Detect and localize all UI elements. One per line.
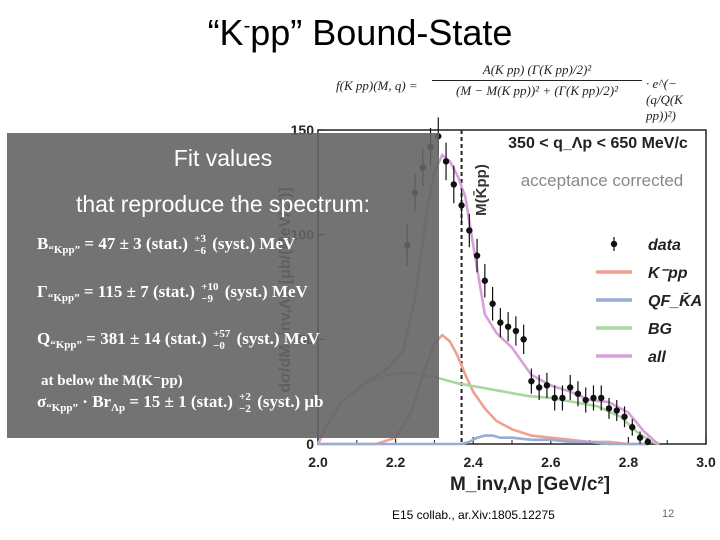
data-point — [636, 434, 644, 441]
formula-denominator: (M − M(K pp))² + (Γ(K pp)/2)² — [456, 83, 618, 98]
fit-q-parameter: Q“Kpp” = 381 ± 14 (stat.) +57 −0 (syst.) … — [37, 328, 320, 352]
data-point — [567, 384, 574, 391]
threshold-label: M(K̄pp) — [472, 164, 490, 216]
chart-title: 350 < q_Λp < 650 MeV/c — [508, 135, 688, 152]
data-point — [473, 252, 481, 259]
fit-heading-1: Fit values — [173, 145, 273, 171]
data-point — [458, 202, 465, 209]
legend-label: QF_K̄A — [648, 291, 702, 310]
data-point — [504, 323, 512, 330]
data-point — [559, 394, 566, 402]
fit-heading-2: that reproduce the spectrum: — [75, 191, 371, 217]
chart-subtitle-line: acceptance corrected — [521, 171, 684, 190]
data-point — [629, 424, 636, 431]
data-point — [450, 181, 457, 188]
data-point — [512, 327, 520, 335]
x-tick-label: 2.4 — [463, 454, 483, 470]
data-point — [528, 378, 535, 385]
data-point — [605, 405, 613, 412]
citation: E15 collab., ar.Xiv:1805.12275 — [392, 508, 555, 522]
data-point — [466, 227, 473, 234]
data-point — [442, 158, 450, 165]
data-point — [644, 438, 651, 446]
formula-exponent: · e^(−(q/Q(K pp))²) — [646, 76, 683, 123]
data-point — [497, 319, 504, 326]
data-point — [613, 407, 620, 414]
y-tick-label: 0 — [306, 436, 314, 452]
data-point — [481, 277, 489, 284]
data-point — [535, 384, 543, 391]
fit-values-box: Fit values that reproduce the spectrum: … — [7, 133, 439, 438]
formula-fraction: A(K pp) (Γ(K pp)/2)² (M − M(K pp))² + (Γ… — [432, 62, 642, 99]
x-tick-label: 2.6 — [541, 454, 561, 470]
fit-note: at below the M(K⁻pp) — [41, 373, 183, 389]
fit-function-formula: f(K pp)(M, q) = A(K pp) (Γ(K pp)/2)² (M … — [336, 62, 696, 123]
legend-label: BG — [648, 321, 672, 338]
data-point — [543, 382, 551, 389]
slide-title: “K-pp” Bound-State — [207, 12, 513, 53]
data-point — [574, 390, 582, 397]
legend-label: data — [648, 237, 681, 254]
data-point — [590, 394, 597, 402]
formula-numerator: A(K pp) (Γ(K pp)/2)² — [432, 62, 642, 81]
formula-lhs: f(K pp)(M, q) = — [336, 78, 418, 93]
x-tick-label: 2.2 — [386, 454, 406, 470]
data-point — [582, 396, 589, 404]
data-point — [621, 413, 628, 420]
data-point — [598, 394, 605, 402]
x-tick-label: 3.0 — [696, 454, 716, 470]
legend-marker — [610, 240, 618, 248]
x-tick-label: 2.8 — [619, 454, 639, 470]
fit-width: Γ“Kpp” = 115 ± 7 (stat.) +10 −9 (syst.) M… — [37, 281, 308, 305]
series-line — [318, 434, 648, 446]
data-point — [520, 336, 527, 343]
data-point — [551, 394, 558, 402]
x-tick-label: 2.0 — [308, 454, 328, 470]
x-axis-label: M_inv,Λp [GeV/c²] — [450, 474, 610, 495]
data-point — [489, 300, 496, 307]
legend-label: K⁻pp — [648, 265, 688, 282]
fit-cross-section: σ“Kpp” · BrΛp = 15 ± 1 (stat.) +2 −2 (sys… — [37, 391, 324, 415]
fit-binding-energy: B“Kpp” = 47 ± 3 (stat.) +3 −6 (syst.) MeV — [37, 233, 296, 257]
page-number: 12 — [662, 508, 675, 520]
legend-label: all — [648, 349, 666, 366]
